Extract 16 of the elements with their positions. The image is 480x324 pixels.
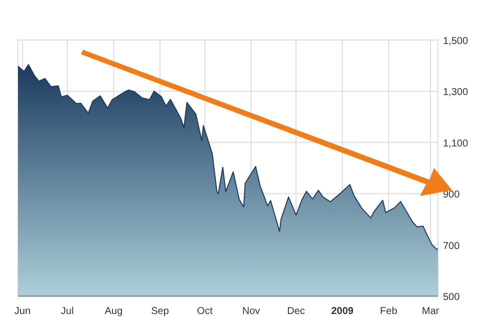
y-tick-label: 900 [443, 190, 460, 201]
x-tick-label: Jun [14, 306, 31, 317]
x-tick-label: Aug [104, 306, 123, 317]
y-tick-label: 1,500 [443, 36, 468, 47]
x-tick-label: Feb [380, 306, 398, 317]
x-tick-label: Dec [287, 306, 305, 317]
y-tick-label: 1,300 [443, 87, 468, 98]
y-tick-label: 500 [443, 292, 460, 303]
x-tick-label: Sep [151, 306, 170, 317]
x-tick-label: Oct [197, 306, 213, 317]
x-tick-label: Jul [60, 306, 74, 317]
x-tick-label: 2009 [331, 306, 354, 317]
y-tick-label: 700 [443, 240, 460, 252]
x-tick-label: Mar [422, 306, 440, 317]
y-tick-label: 1,100 [443, 138, 468, 150]
x-tick-label: Nov [242, 306, 260, 317]
